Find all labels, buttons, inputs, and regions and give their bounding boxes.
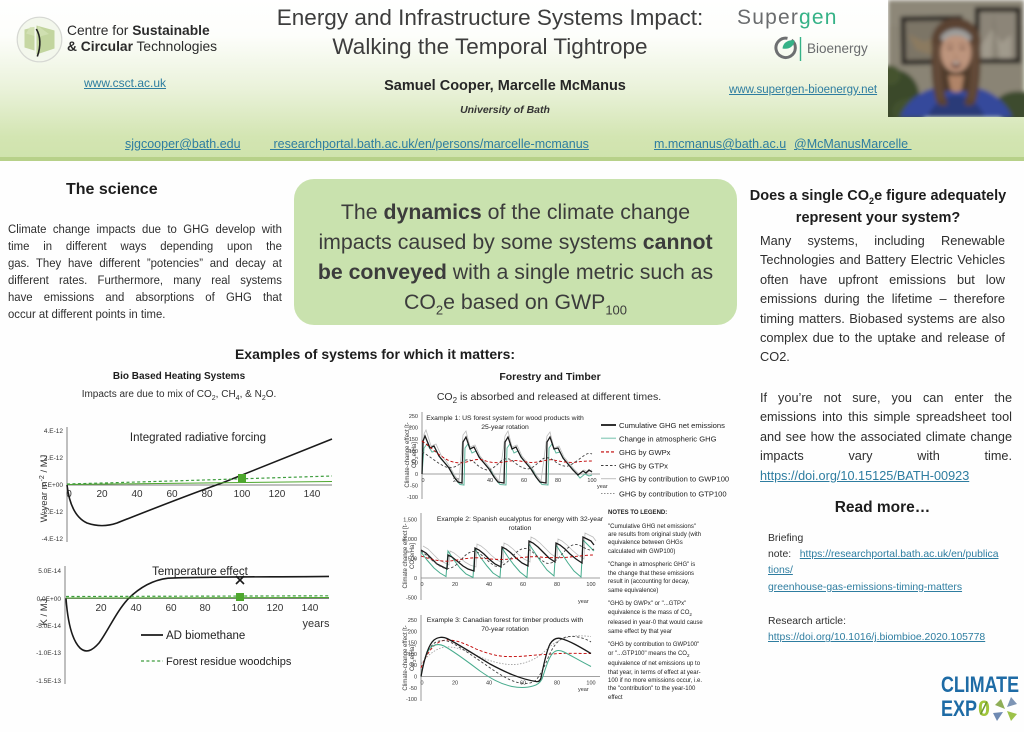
svg-text:20: 20 <box>453 478 459 484</box>
svg-text:-100: -100 <box>406 697 417 703</box>
svg-text:80: 80 <box>199 603 211 614</box>
svg-text:Example 3: Canadian forest for: Example 3: Canadian forest for timber pr… <box>427 617 584 624</box>
svg-text:EXP: EXP <box>941 696 977 721</box>
svg-text:250: 250 <box>409 414 418 420</box>
svg-text:Forest residue woodchips: Forest residue woodchips <box>166 656 292 668</box>
svg-text:60: 60 <box>165 603 177 614</box>
svg-text:80: 80 <box>554 582 560 588</box>
svg-text:500: 500 <box>408 557 417 563</box>
svg-text:Climate-change effect [t-: Climate-change effect [t- <box>403 625 409 690</box>
svg-text:CLIMATE: CLIMATE <box>941 672 1019 697</box>
svg-text:CO2e/Ha]: CO2e/Ha] <box>410 543 417 569</box>
svg-text:Temperature effect: Temperature effect <box>152 566 248 578</box>
svg-text:-5.0E-14: -5.0E-14 <box>36 623 61 630</box>
svg-text:40: 40 <box>487 478 493 484</box>
svg-text:50: 50 <box>412 460 418 466</box>
svg-text:-100: -100 <box>407 495 418 501</box>
svg-text:100: 100 <box>232 603 249 614</box>
svg-text:-50: -50 <box>410 484 418 490</box>
svg-text:0.0E+00: 0.0E+00 <box>37 596 62 603</box>
svg-text:40: 40 <box>486 582 492 588</box>
svg-text:GHG by contribution to GWP100: GHG by contribution to GWP100 <box>619 475 729 484</box>
svg-text:0: 0 <box>420 582 423 588</box>
svg-text:CO2e/Ha]: CO2e/Ha] <box>412 442 419 468</box>
svg-text:-2.E-12: -2.E-12 <box>42 509 64 516</box>
svg-text:120: 120 <box>267 603 284 614</box>
svg-text:250: 250 <box>408 618 417 624</box>
svg-text:60: 60 <box>520 582 526 588</box>
svg-text:W-year m-2 / MJ: W-year m-2 / MJ <box>39 454 50 522</box>
svg-text:5.0E-14: 5.0E-14 <box>38 568 61 575</box>
svg-text:60: 60 <box>166 489 178 500</box>
svg-text:50: 50 <box>411 663 417 669</box>
svg-text:100: 100 <box>586 582 595 588</box>
svg-text:40: 40 <box>130 603 142 614</box>
svg-text:1,500: 1,500 <box>403 518 417 524</box>
svg-text:25-year rotation: 25-year rotation <box>481 424 529 431</box>
svg-text:120: 120 <box>269 489 286 500</box>
svg-text:CO2e/Ha]: CO2e/Ha] <box>410 645 417 671</box>
svg-text:200: 200 <box>409 426 418 432</box>
svg-text:20: 20 <box>96 489 108 500</box>
svg-text:20: 20 <box>452 582 458 588</box>
svg-text:GHG by contribution to GTP100: GHG by contribution to GTP100 <box>619 490 727 499</box>
svg-text:GHG by GTPx: GHG by GTPx <box>619 462 668 471</box>
svg-text:Climate-change effect [t-: Climate-change effect [t- <box>405 422 411 487</box>
svg-text:Cumulative GHG net emissions: Cumulative GHG net emissions <box>619 421 725 430</box>
svg-text:60: 60 <box>521 478 527 484</box>
svg-text:80: 80 <box>201 489 213 500</box>
svg-text:20: 20 <box>452 681 458 687</box>
svg-text:-500: -500 <box>406 596 417 602</box>
svg-text:140: 140 <box>302 603 319 614</box>
svg-text:Example 2: Spanish eucalyptus: Example 2: Spanish eucalyptus for energy… <box>437 516 604 523</box>
svg-text:150: 150 <box>409 437 418 443</box>
svg-text:years: years <box>303 618 330 630</box>
svg-text:40: 40 <box>131 489 143 500</box>
svg-text:100: 100 <box>234 489 251 500</box>
svg-text:150: 150 <box>408 641 417 647</box>
svg-text:-1.0E-13: -1.0E-13 <box>36 650 61 657</box>
svg-text:GHG by GWPx: GHG by GWPx <box>619 448 671 457</box>
svg-text:year: year <box>597 484 608 490</box>
svg-text:0: 0 <box>414 675 417 681</box>
svg-text:0: 0 <box>414 576 417 582</box>
svg-text:Climate change effect [t-: Climate change effect [t- <box>403 524 409 589</box>
svg-text:0: 0 <box>415 472 418 478</box>
svg-text:140: 140 <box>304 489 321 500</box>
svg-text:40: 40 <box>486 681 492 687</box>
svg-text:0.E+00: 0.E+00 <box>42 482 63 489</box>
svg-text:80: 80 <box>555 478 561 484</box>
svg-text:-1.5E-13: -1.5E-13 <box>36 678 61 685</box>
svg-text:Change in atmospheric GHG: Change in atmospheric GHG <box>619 434 717 443</box>
svg-text:200: 200 <box>408 629 417 635</box>
svg-text:year: year <box>578 687 589 693</box>
svg-text:year: year <box>578 599 589 605</box>
svg-text:100: 100 <box>409 449 418 455</box>
svg-text:-4.E-12: -4.E-12 <box>42 536 64 543</box>
svg-text:20: 20 <box>95 603 107 614</box>
svg-text:70-year rotation: 70-year rotation <box>481 626 529 633</box>
svg-text:100: 100 <box>408 652 417 658</box>
svg-text:2.E-12: 2.E-12 <box>44 455 64 462</box>
svg-text:rotation: rotation <box>509 525 532 532</box>
svg-text:AD biomethane: AD biomethane <box>166 630 245 642</box>
svg-text:100: 100 <box>586 681 595 687</box>
svg-text:80: 80 <box>554 681 560 687</box>
svg-text:4.E-12: 4.E-12 <box>44 428 64 435</box>
svg-text:0: 0 <box>421 478 424 484</box>
svg-text:-50: -50 <box>409 686 417 692</box>
svg-text:Integrated radiative forcing: Integrated radiative forcing <box>130 432 266 444</box>
svg-text:Example 1: US forest system fo: Example 1: US forest system for wood pro… <box>426 415 584 422</box>
svg-text:1,000: 1,000 <box>403 537 417 543</box>
svg-text:K / MJ: K / MJ <box>39 598 50 625</box>
svg-text:100: 100 <box>587 478 596 484</box>
svg-text:0: 0 <box>420 681 423 687</box>
